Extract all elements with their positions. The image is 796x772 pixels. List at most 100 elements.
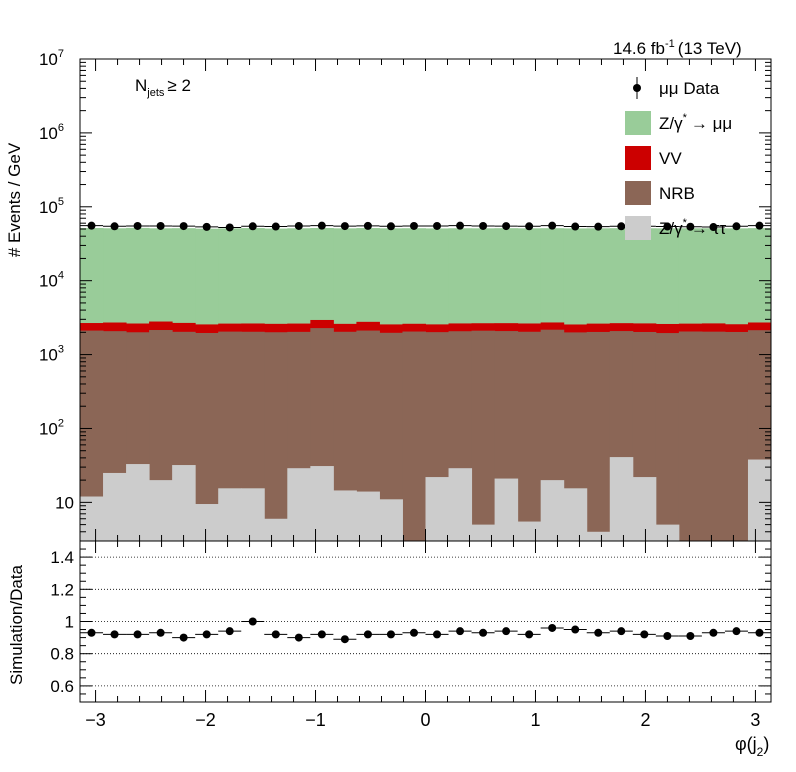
data-point bbox=[110, 222, 119, 231]
data-point bbox=[225, 223, 234, 232]
legend-label: NRB bbox=[659, 184, 695, 203]
tick-base: 10 bbox=[39, 50, 58, 69]
legend-label-text: μμ Data bbox=[659, 79, 720, 98]
ratio-point bbox=[571, 625, 580, 634]
x-tick-label: −2 bbox=[195, 710, 216, 730]
ratio-point bbox=[110, 630, 119, 639]
x-tick-label: 0 bbox=[420, 710, 430, 730]
y-tick-label: 10 bbox=[55, 493, 74, 512]
stack-bar bbox=[747, 459, 772, 541]
legend-label-rest: → μμ bbox=[691, 114, 732, 133]
stack-bar bbox=[471, 330, 496, 541]
x-axis-label: φ(j2) bbox=[735, 734, 769, 759]
stack-bar bbox=[333, 331, 357, 541]
data-point bbox=[87, 221, 96, 230]
data-point bbox=[617, 222, 626, 231]
y-tick-label: 107 bbox=[39, 48, 64, 69]
x-tick-label: 2 bbox=[640, 710, 650, 730]
data-point bbox=[386, 222, 395, 231]
stack-bar bbox=[655, 524, 680, 541]
data-point bbox=[755, 221, 764, 230]
data-point bbox=[456, 221, 465, 230]
data-point bbox=[248, 222, 257, 231]
data-point bbox=[663, 222, 672, 231]
data-point bbox=[271, 222, 280, 231]
y-tick-label: 105 bbox=[39, 196, 64, 217]
legend-label: VV bbox=[659, 149, 682, 168]
ratio-axes: 0.6 0.8 1 1.2 1.4 −3 −2 −1 0 1 2 3 bbox=[50, 540, 771, 730]
stack-bar bbox=[195, 504, 219, 541]
stack-bar bbox=[517, 331, 542, 541]
x-tick-label: 3 bbox=[750, 710, 760, 730]
stack-bar bbox=[80, 496, 104, 541]
stack-bar bbox=[586, 331, 611, 541]
stack-bar bbox=[701, 331, 726, 541]
ratio-point bbox=[409, 628, 418, 637]
stack-bar bbox=[126, 464, 150, 541]
data-point bbox=[340, 222, 349, 231]
tick-exponent: 3 bbox=[58, 344, 64, 356]
tick-base: 10 bbox=[39, 272, 58, 291]
ratio-point bbox=[433, 630, 442, 639]
tick-exponent: 4 bbox=[58, 270, 64, 282]
legend-label: Z/γ* → μμ bbox=[659, 112, 732, 133]
ratio-point bbox=[179, 633, 188, 642]
stack-bar bbox=[379, 332, 403, 541]
ratio-point bbox=[502, 627, 511, 636]
ratio-point bbox=[340, 635, 349, 644]
x-tick-label: −3 bbox=[85, 710, 106, 730]
data-point bbox=[317, 221, 326, 230]
legend-swatch bbox=[625, 111, 651, 135]
data-point bbox=[686, 222, 695, 231]
ratio-point bbox=[663, 631, 672, 640]
ratio-point bbox=[202, 630, 211, 639]
ratio-point bbox=[594, 628, 603, 637]
legend-label: μμ Data bbox=[659, 79, 720, 98]
x-tick-label: 1 bbox=[530, 710, 540, 730]
stacked-histograms bbox=[80, 227, 772, 542]
stack-bar bbox=[678, 331, 703, 541]
tick-exponent: 5 bbox=[58, 196, 64, 208]
stack-bar bbox=[425, 477, 450, 541]
stack-bar bbox=[195, 332, 219, 541]
tick-base: 10 bbox=[39, 124, 58, 143]
stack-bar bbox=[471, 524, 496, 541]
stack-bar bbox=[586, 531, 611, 541]
stack-bar bbox=[724, 331, 749, 541]
tick-base: 10 bbox=[39, 198, 58, 217]
ratio-point bbox=[755, 628, 764, 637]
stack-bar bbox=[172, 465, 196, 541]
ratio-point bbox=[225, 627, 234, 636]
main-y-axis-label: # Events / GeV bbox=[5, 142, 24, 257]
data-point bbox=[156, 221, 165, 230]
ratio-point bbox=[363, 630, 372, 639]
ratio-point bbox=[617, 627, 626, 636]
legend-label-rest: → ττ bbox=[691, 219, 726, 238]
tick-exponent: 7 bbox=[58, 48, 64, 60]
data-point bbox=[502, 222, 511, 231]
legend-label-text: VV bbox=[659, 149, 682, 168]
legend: μμ Data Z/γ* → μμ VV NRB Z/γ* → ττ bbox=[625, 77, 732, 240]
ratio-point bbox=[317, 630, 326, 639]
legend-label-text: Z/γ bbox=[659, 219, 683, 238]
legend-label: Z/γ* → ττ bbox=[659, 217, 726, 238]
data-point bbox=[571, 222, 580, 231]
stack-bar bbox=[517, 521, 542, 541]
ratio-point bbox=[640, 630, 649, 639]
data-point bbox=[294, 221, 303, 230]
data-point bbox=[202, 222, 211, 231]
stack-bar bbox=[632, 477, 657, 541]
data-point bbox=[479, 221, 488, 230]
stack-bar bbox=[540, 480, 565, 541]
x-tick-label: −1 bbox=[305, 710, 326, 730]
stack-bar bbox=[333, 490, 357, 541]
ratio-frame bbox=[79, 540, 772, 703]
ratio-point bbox=[686, 631, 695, 640]
tick-exponent: 6 bbox=[58, 122, 64, 134]
data-point bbox=[363, 221, 372, 230]
stack-bar bbox=[356, 491, 380, 541]
stack-bar bbox=[379, 499, 403, 541]
